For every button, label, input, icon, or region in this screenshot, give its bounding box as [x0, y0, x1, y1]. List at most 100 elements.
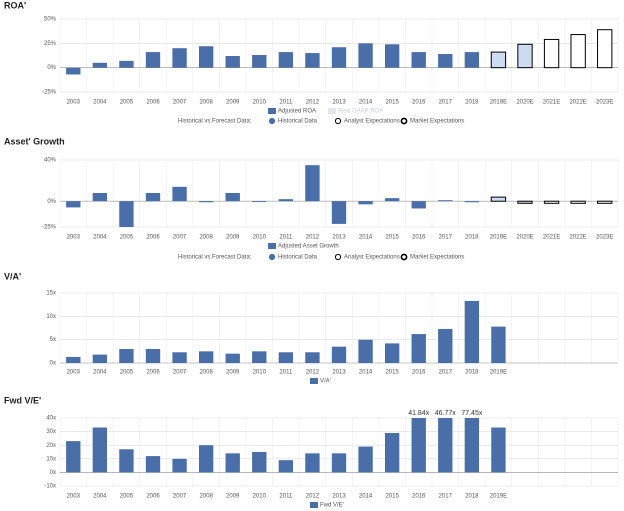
legend-label: Analyst Expectations: [344, 255, 400, 261]
legend-marker: [268, 117, 276, 125]
y-tick-label: 40%: [44, 158, 57, 164]
x-tick-label: 2008: [199, 494, 213, 500]
x-tick-label: 2004: [93, 370, 107, 376]
x-tick-label: 2003: [67, 370, 81, 376]
bar: [225, 353, 240, 363]
legend-marker: [268, 253, 276, 261]
x-tick-label: 2019E: [490, 235, 507, 241]
bar: [145, 456, 161, 473]
x-tick-label: 2013: [332, 235, 346, 241]
bar: [384, 432, 400, 473]
legend-label: Real GAAP ROA: [338, 109, 383, 115]
bar: [464, 201, 480, 203]
x-tick-label: 2011: [279, 494, 293, 500]
x-tick-label: 2007: [173, 370, 187, 376]
x-tick-label: 2018: [465, 100, 479, 106]
y-tick-label: -10x: [44, 484, 56, 490]
bar: [252, 55, 267, 68]
x-tick-label: 2021E: [543, 235, 560, 241]
x-tick-label: 2007: [173, 494, 187, 500]
data-label: 77.45x: [461, 410, 483, 417]
x-tick-label: 2010: [253, 370, 267, 376]
bar: [464, 418, 480, 473]
x-tick-label: 2018: [465, 494, 479, 500]
x-tick-label: 2021E: [543, 100, 560, 106]
bar: [66, 201, 81, 208]
bar: [438, 328, 453, 363]
x-tick-label: 2006: [146, 235, 160, 241]
legend-marker: [400, 117, 408, 125]
y-tick-label: 20x: [46, 443, 56, 449]
x-tick-label: 2005: [120, 235, 134, 241]
x-tick-label: 2016: [412, 370, 426, 376]
chart-title: ROA': [4, 0, 26, 10]
x-tick-label: 2013: [332, 494, 346, 500]
bar: [252, 201, 267, 203]
legend-marker: [334, 117, 342, 125]
legend-label: Historical Data: [278, 119, 318, 125]
data-label: 46.77x: [435, 410, 457, 417]
bar: [145, 192, 161, 202]
x-tick-label: 2023E: [596, 235, 613, 241]
bar: [172, 458, 187, 473]
legend-swatch: [268, 243, 276, 249]
y-tick-label: 0%: [47, 65, 56, 71]
legend-label: Analyst Expectations: [344, 119, 400, 125]
x-tick-label: 2014: [359, 494, 373, 500]
bar: [597, 29, 613, 69]
x-tick-label: 2015: [385, 494, 399, 500]
x-tick-label: 2017: [439, 100, 453, 106]
x-tick-label: 2003: [67, 100, 81, 106]
y-tick-label: 15x: [46, 291, 56, 297]
x-tick-label: 2020E: [516, 100, 533, 106]
bar: [66, 441, 81, 473]
bar: [490, 196, 507, 202]
legend-swatch: [310, 502, 318, 508]
bar: [305, 352, 320, 363]
bar: [172, 352, 187, 363]
x-tick-label: 2011: [279, 100, 293, 106]
y-tick-label: 0x: [50, 470, 56, 476]
bar: [331, 453, 347, 473]
x-tick-label: 2014: [359, 100, 373, 106]
bar: [358, 339, 373, 363]
bar: [305, 453, 320, 473]
x-tick-label: 2019E: [490, 370, 507, 376]
legend-marker: [400, 253, 408, 261]
bar: [92, 427, 108, 473]
bar: [278, 352, 294, 363]
y-tick-label: 5x: [50, 337, 56, 343]
bar: [358, 201, 373, 205]
x-tick-label: 2015: [385, 370, 399, 376]
bar: [384, 198, 400, 202]
x-tick-label: 2007: [173, 100, 187, 106]
bar: [438, 418, 453, 473]
y-tick-label: 25%: [44, 41, 57, 47]
x-tick-label: 2010: [253, 235, 267, 241]
x-tick-label: 2004: [93, 494, 107, 500]
bar: [570, 200, 586, 204]
bar: [597, 200, 613, 204]
legend-label: Market Expectations: [410, 119, 464, 125]
x-tick-label: 2017: [439, 494, 453, 500]
x-tick-label: 2009: [226, 494, 240, 500]
legend-title: Historical vs Forecast Data:: [178, 255, 252, 261]
x-tick-label: 2018: [465, 235, 479, 241]
plot: [66, 29, 613, 75]
x-tick-label: 2008: [199, 100, 213, 106]
legend-label: V/A': [320, 379, 331, 385]
x-tick-label: 2019E: [490, 494, 507, 500]
x-tick-label: 2008: [199, 370, 213, 376]
y-tick-label: -25%: [42, 225, 57, 231]
bar: [172, 48, 187, 68]
bar: [490, 51, 507, 69]
x-tick-label: 2012: [306, 494, 320, 500]
bar: [252, 452, 267, 473]
bar: [92, 62, 108, 68]
legend-swatch: [310, 378, 318, 384]
bar: [438, 54, 453, 68]
x-tick-label: 2008: [199, 235, 213, 241]
legend-marker: [334, 253, 342, 261]
bar: [278, 52, 294, 68]
